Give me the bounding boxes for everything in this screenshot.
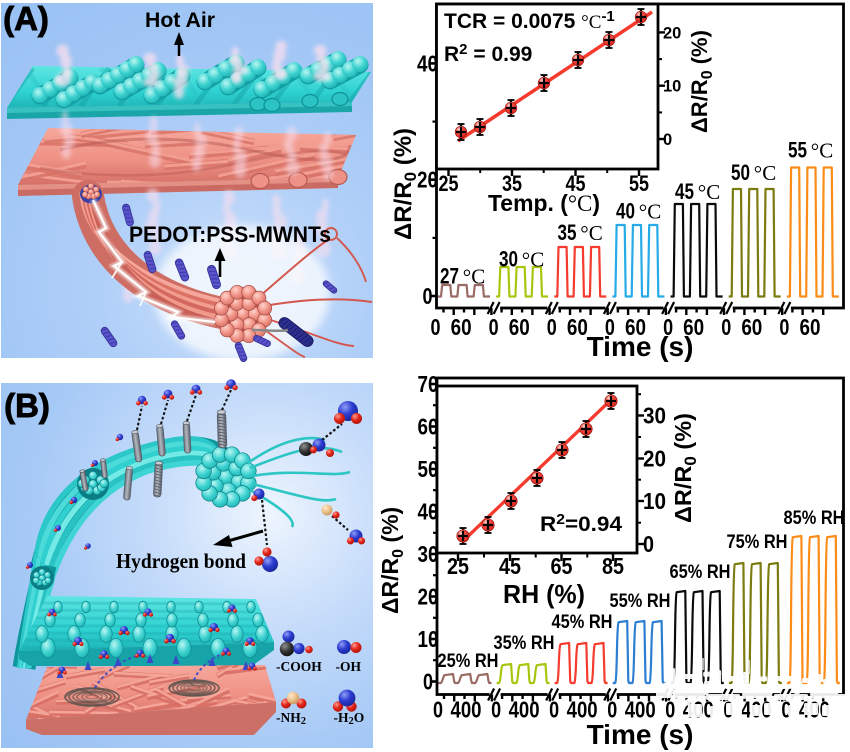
svg-text:60: 60 (509, 314, 530, 340)
svg-text:85: 85 (602, 553, 624, 579)
svg-text:40: 40 (616, 199, 635, 224)
svg-text:-OH: -OH (336, 659, 362, 674)
svg-text:ΔR/R0 (%): ΔR/R0 (%) (687, 30, 716, 133)
svg-text:60: 60 (567, 314, 588, 340)
svg-text:50: 50 (418, 456, 439, 482)
svg-text:-H2O: -H2O (334, 710, 365, 727)
svg-text:°C: °C (580, 221, 602, 245)
svg-text:0: 0 (721, 314, 731, 340)
svg-text:0: 0 (607, 697, 617, 723)
svg-text:400: 400 (625, 697, 656, 723)
svg-text:0: 0 (433, 697, 443, 723)
svg-text:0: 0 (549, 697, 559, 723)
svg-text:60: 60 (418, 414, 439, 440)
svg-text:25% RH: 25% RH (438, 650, 499, 672)
svg-text:60: 60 (625, 314, 646, 340)
svg-text:0: 0 (779, 314, 789, 340)
svg-text:55: 55 (788, 138, 807, 163)
svg-text:0: 0 (431, 314, 441, 340)
svg-text:0: 0 (781, 697, 791, 723)
svg-text:400: 400 (451, 697, 482, 723)
svg-text:20: 20 (417, 167, 438, 193)
svg-text:°C: °C (754, 161, 776, 185)
svg-text:60: 60 (799, 314, 820, 340)
svg-text:35: 35 (558, 220, 577, 245)
svg-text:Time (s): Time (s) (587, 331, 694, 362)
svg-text:Temp. (°C): Temp. (°C) (488, 190, 600, 217)
svg-text:0: 0 (663, 314, 673, 340)
svg-text:Hydrogen bond: Hydrogen bond (116, 549, 246, 573)
svg-text:-NH2: -NH2 (276, 710, 306, 727)
svg-text:10: 10 (418, 626, 439, 652)
svg-text:ΔR/R0 (%): ΔR/R0 (%) (390, 128, 420, 240)
svg-text:°C: °C (639, 200, 661, 224)
svg-text:400: 400 (567, 697, 598, 723)
svg-text:°C: °C (811, 139, 833, 163)
svg-text:ΔR/R0 (%): ΔR/R0 (%) (670, 413, 700, 523)
svg-text:Hot Air: Hot Air (145, 8, 216, 32)
svg-text:60: 60 (451, 314, 472, 340)
svg-text:35: 35 (502, 171, 522, 196)
svg-text:45: 45 (675, 179, 694, 204)
svg-text:55: 55 (629, 171, 649, 196)
svg-text:0: 0 (423, 283, 433, 309)
svg-text:0: 0 (489, 314, 499, 340)
svg-text:20: 20 (643, 446, 666, 472)
svg-text:0: 0 (423, 669, 433, 695)
svg-text:400: 400 (509, 697, 540, 723)
svg-text:R2 = 0.99: R2 = 0.99 (444, 41, 532, 66)
svg-text:20: 20 (663, 24, 681, 42)
svg-text:35% RH: 35% RH (494, 632, 555, 654)
svg-text:25: 25 (439, 171, 459, 196)
svg-text:20: 20 (418, 584, 439, 610)
svg-text:45% RH: 45% RH (552, 611, 613, 633)
svg-text:0: 0 (663, 131, 672, 149)
svg-text:30: 30 (643, 403, 666, 429)
svg-text:65% RH: 65% RH (670, 561, 731, 583)
svg-text:60: 60 (741, 314, 762, 340)
svg-text:0: 0 (547, 314, 557, 340)
svg-text:0: 0 (491, 697, 501, 723)
svg-text:40: 40 (418, 499, 439, 525)
svg-text:30: 30 (499, 247, 518, 272)
svg-text:25: 25 (447, 553, 469, 579)
svg-text:°C: °C (522, 248, 544, 272)
svg-text:40: 40 (417, 50, 438, 76)
svg-text:10: 10 (643, 488, 666, 514)
svg-text:-COOH: -COOH (276, 659, 322, 674)
svg-text:(A): (A) (3, 0, 49, 37)
svg-text:°C: °C (463, 265, 485, 289)
svg-text:70: 70 (418, 371, 439, 397)
svg-text:45: 45 (499, 553, 521, 579)
svg-text:30: 30 (418, 541, 439, 567)
svg-text:60: 60 (683, 314, 704, 340)
svg-text:PEDOT:PSS-MWNTs: PEDOT:PSS-MWNTs (129, 222, 331, 247)
svg-text:27: 27 (440, 264, 459, 289)
svg-text:(B): (B) (4, 387, 50, 424)
svg-text:RH (%): RH (%) (503, 579, 585, 609)
svg-text:0: 0 (665, 697, 675, 723)
svg-text:55% RH: 55% RH (610, 590, 671, 612)
svg-text:R2=0.94: R2=0.94 (540, 511, 622, 536)
svg-text:45: 45 (566, 171, 586, 196)
svg-text:ΔR/R0 (%): ΔR/R0 (%) (377, 507, 407, 614)
svg-text:50: 50 (731, 160, 750, 185)
svg-text:°C: °C (698, 180, 720, 204)
svg-text:75% RH: 75% RH (727, 531, 788, 553)
svg-text:0: 0 (643, 531, 654, 557)
svg-text:TCR = 0.0075 °C-1: TCR = 0.0075 °C-1 (444, 8, 615, 33)
svg-text:10: 10 (663, 78, 681, 96)
svg-text:65: 65 (551, 553, 573, 579)
svg-text:0: 0 (605, 314, 615, 340)
svg-text:Time (s): Time (s) (587, 719, 694, 750)
svg-text:85% RH: 85% RH (784, 507, 845, 529)
